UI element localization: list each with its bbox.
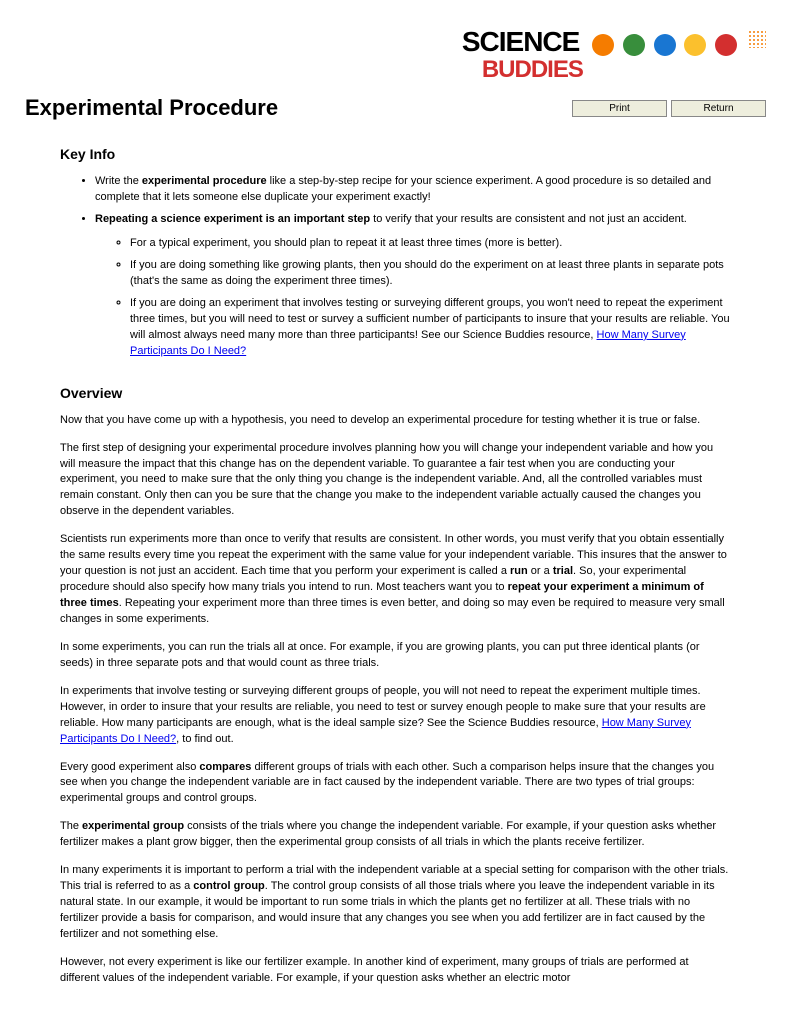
page-title: Experimental Procedure xyxy=(25,95,278,121)
orange-dot-icon xyxy=(592,34,614,56)
paragraph: Every good experiment also compares diff… xyxy=(60,760,731,808)
text: or a xyxy=(528,565,553,577)
text: Every good experiment also xyxy=(60,761,199,773)
logo-line2: BUDDIES xyxy=(462,56,583,83)
paragraph: In experiments that involve testing or s… xyxy=(60,684,731,748)
logo-line1: SCIENCE xyxy=(462,26,579,57)
paragraph: In many experiments it is important to p… xyxy=(60,863,731,943)
list-item: For a typical experiment, you should pla… xyxy=(130,236,731,252)
return-button[interactable]: Return xyxy=(671,100,766,117)
logo-icons xyxy=(591,31,738,56)
list-item: If you are doing an experiment that invo… xyxy=(130,296,731,360)
paragraph: Scientists run experiments more than onc… xyxy=(60,532,731,628)
blue-dot-icon xyxy=(654,34,676,56)
key-info-list: Write the experimental procedure like a … xyxy=(60,174,731,359)
list-item: Write the experimental procedure like a … xyxy=(95,174,731,206)
text-bold: experimental group xyxy=(82,820,184,832)
dots-pattern-icon xyxy=(748,30,766,48)
text: Write the xyxy=(95,175,142,187)
text-bold: control group xyxy=(193,880,265,892)
paragraph: However, not every experiment is like ou… xyxy=(60,955,731,987)
text: , to find out. xyxy=(176,733,233,745)
overview-heading: Overview xyxy=(60,385,731,401)
text-bold: compares xyxy=(199,761,251,773)
text-bold: experimental procedure xyxy=(142,175,267,187)
red-dot-icon xyxy=(715,34,737,56)
sub-list: For a typical experiment, you should pla… xyxy=(95,236,731,360)
text: . Repeating your experiment more than th… xyxy=(60,597,725,625)
text: The xyxy=(60,820,82,832)
content: Key Info Write the experimental procedur… xyxy=(25,146,766,987)
yellow-dot-icon xyxy=(684,34,706,56)
green-dot-icon xyxy=(623,34,645,56)
paragraph: Now that you have come up with a hypothe… xyxy=(60,413,731,429)
title-row: Experimental Procedure Print Return xyxy=(25,95,766,121)
text-bold: trial xyxy=(553,565,573,577)
print-button[interactable]: Print xyxy=(572,100,667,117)
list-item: Repeating a science experiment is an imp… xyxy=(95,212,731,360)
logo-area: SCIENCE BUDDIES xyxy=(25,30,766,80)
paragraph: The first step of designing your experim… xyxy=(60,441,731,521)
text-bold: run xyxy=(510,565,528,577)
list-item: If you are doing something like growing … xyxy=(130,258,731,290)
text: to verify that your results are consiste… xyxy=(370,213,687,225)
button-row: Print Return xyxy=(572,100,766,117)
paragraph: The experimental group consists of the t… xyxy=(60,819,731,851)
text-bold: Repeating a science experiment is an imp… xyxy=(95,213,370,225)
paragraph: In some experiments, you can run the tri… xyxy=(60,640,731,672)
key-info-heading: Key Info xyxy=(60,146,731,162)
